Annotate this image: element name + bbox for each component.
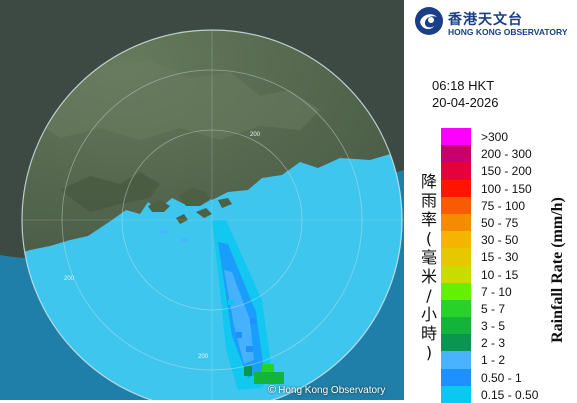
org-name-cn: 香港天文台	[448, 12, 523, 28]
hko-swirl-icon	[415, 7, 443, 35]
legend-range-label: 1 - 2	[481, 353, 506, 368]
legend-row: 75 - 100	[441, 196, 561, 214]
legend-swatch	[441, 385, 471, 403]
legend-swatch	[441, 368, 471, 386]
legend-row: 1 - 2	[441, 351, 561, 369]
legend-row: 150 - 200	[441, 162, 561, 180]
legend-range-label: 0.15 - 0.50	[481, 387, 539, 402]
legend-row: 5 - 7	[441, 299, 561, 318]
legend-range-label: 2 - 3	[481, 336, 506, 351]
radar-map[interactable]: 200 200 200 © Hong Kong Observatory	[0, 0, 404, 400]
range-label-west: 200	[64, 276, 75, 282]
legend-swatch	[441, 162, 471, 180]
legend-row: 200 - 300	[441, 145, 561, 163]
legend-swatch	[441, 128, 471, 146]
legend-swatch	[441, 299, 471, 318]
legend-title-cn: 降雨率(毫米 / 小時)	[420, 172, 437, 362]
legend-range-label: 7 - 10	[481, 284, 512, 299]
legend-range-label: 0.50 - 1	[481, 370, 522, 385]
legend-title-en: Rainfall Rate (mm/h)	[549, 197, 566, 343]
legend-range-label: 50 - 75	[481, 215, 519, 230]
legend-row: 0.15 - 0.50	[441, 385, 561, 403]
rainfall-echoes	[160, 220, 284, 390]
range-ring-inner	[121, 129, 303, 311]
range-label-north: 200	[250, 132, 261, 138]
legend-swatch	[441, 334, 471, 352]
legend-range-label: 10 - 15	[481, 267, 519, 282]
legend-row: 2 - 3	[441, 334, 561, 352]
legend-row: >300	[441, 128, 561, 146]
legend-swatch	[441, 265, 471, 283]
legend-row: 3 - 5	[441, 317, 561, 335]
legend-range-label: 75 - 100	[481, 198, 526, 213]
org-name-en: HONG KONG OBSERVATORY	[448, 27, 568, 37]
legend-range-label: 100 - 150	[481, 181, 532, 196]
legend-range-label: 200 - 300	[481, 147, 532, 162]
legend-row: 0.50 - 1	[441, 368, 561, 386]
observation-time: 06:18 HKT	[432, 78, 495, 93]
rainfall-legend: >300 200 - 300 150 - 200 100 - 150 75 - 100 5…	[441, 128, 561, 403]
legend-range-label: 15 - 30	[481, 250, 519, 265]
legend-swatch	[441, 351, 471, 369]
range-ring-outer	[21, 29, 403, 400]
legend-range-label: 5 - 7	[481, 301, 506, 316]
legend-swatch	[441, 196, 471, 214]
terrain-highlight	[30, 56, 320, 140]
legend-title-en-wrap: Rainfall Rate (mm/h)	[544, 160, 572, 380]
legend-swatch	[441, 248, 471, 266]
legend-range-label: 150 - 200	[481, 164, 532, 179]
legend-row: 30 - 50	[441, 231, 561, 249]
info-panel: 香港天文台 HONG KONG OBSERVATORY 06:18 HKT 20…	[404, 0, 577, 403]
radar-map-canvas: 200 200 200	[0, 29, 404, 400]
range-ring-middle	[61, 69, 363, 371]
range-label-south: 200	[198, 354, 209, 360]
legend-swatch	[441, 145, 471, 163]
copyright-notice: © Hong Kong Observatory	[268, 384, 385, 396]
copyright-icon: ©	[268, 384, 277, 396]
legend-swatch	[441, 231, 471, 249]
legend-row: 15 - 30	[441, 248, 561, 266]
legend-range-label: 3 - 5	[481, 319, 506, 334]
legend-row: 10 - 15	[441, 265, 561, 283]
terrain-shadow	[60, 172, 160, 212]
hko-logo[interactable]: 香港天文台 HONG KONG OBSERVATORY	[414, 6, 574, 40]
legend-range-label: 30 - 50	[481, 233, 519, 248]
islands	[148, 188, 232, 224]
legend-row: 100 - 150	[441, 179, 561, 197]
legend-swatch	[441, 179, 471, 197]
observation-date: 20-04-2026	[432, 95, 499, 110]
legend-row: 50 - 75	[441, 213, 561, 232]
legend-range-label: >300	[481, 130, 509, 144]
copyright-text: Hong Kong Observatory	[278, 385, 386, 396]
legend-row: 7 - 10	[441, 282, 561, 300]
legend-swatch	[441, 213, 471, 232]
legend-swatch	[441, 317, 471, 335]
legend-swatch	[441, 282, 471, 300]
